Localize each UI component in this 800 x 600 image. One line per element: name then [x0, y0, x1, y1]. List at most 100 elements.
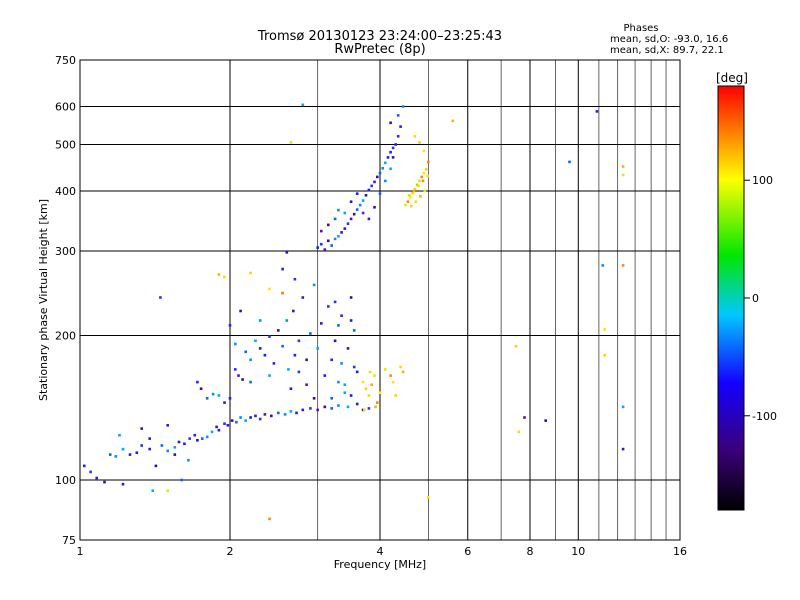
data-point [376, 175, 379, 179]
phase-line-x: mean, sd,X: 89.7, 22.1 [610, 45, 724, 56]
data-point [427, 160, 430, 164]
data-point [346, 405, 350, 409]
data-point [312, 397, 316, 400]
data-point [258, 319, 262, 322]
data-point [258, 417, 262, 421]
data-point [601, 264, 605, 267]
data-point [327, 305, 330, 308]
data-point [413, 187, 417, 191]
data-point [349, 200, 353, 203]
data-point [389, 150, 392, 154]
data-point [166, 449, 169, 453]
data-point [391, 156, 395, 159]
data-point [196, 439, 199, 442]
data-point [199, 387, 203, 390]
colorbar-tick-label: 0 [752, 292, 759, 305]
data-point [292, 309, 295, 313]
data-point [333, 217, 337, 221]
data-point [327, 239, 330, 243]
data-point [621, 447, 625, 451]
data-point [309, 332, 312, 335]
x-tick-label: 2 [227, 545, 234, 558]
data-point [211, 392, 215, 396]
data-point [374, 405, 377, 409]
data-point [363, 408, 366, 412]
data-point [621, 173, 625, 177]
data-point [603, 353, 606, 357]
data-point [621, 405, 625, 409]
data-point [114, 455, 118, 458]
data-point [427, 496, 430, 499]
data-point [384, 368, 387, 371]
data-point [343, 391, 347, 394]
data-point [355, 208, 359, 211]
data-point [352, 365, 356, 369]
data-point [297, 370, 301, 374]
data-point [230, 419, 234, 422]
data-point [305, 383, 308, 386]
data-point [239, 309, 242, 313]
data-point [293, 277, 297, 281]
data-point [297, 339, 301, 343]
data-point [384, 161, 387, 165]
data-point [226, 424, 230, 427]
data-point [316, 246, 319, 249]
data-point [517, 430, 521, 434]
data-point [394, 394, 397, 397]
data-point [409, 204, 413, 208]
data-point [235, 420, 238, 424]
data-point [268, 374, 271, 377]
data-point [595, 110, 599, 113]
data-point [272, 362, 276, 365]
data-point [270, 414, 273, 418]
data-point [239, 416, 242, 419]
data-point [258, 347, 262, 350]
data-point [330, 358, 333, 362]
data-point [95, 476, 98, 480]
data-point [263, 353, 267, 357]
data-point [349, 319, 353, 322]
data-point [215, 425, 218, 429]
data-point [140, 427, 143, 430]
data-point [422, 171, 426, 175]
data-point [423, 189, 427, 193]
data-point [418, 141, 421, 144]
data-point [254, 414, 257, 418]
data-point [408, 196, 412, 199]
y-tick-label: 300 [55, 245, 76, 258]
data-point [355, 192, 359, 195]
data-point [394, 143, 397, 146]
data-point [399, 125, 402, 128]
data-point [514, 344, 518, 348]
data-point [426, 174, 429, 178]
data-point [370, 383, 373, 386]
data-point [523, 416, 526, 419]
chart-title: Tromsø 20130123 23:24:00–23:25:43 [257, 29, 502, 44]
data-point [621, 264, 625, 267]
x-tick-label: 4 [377, 545, 384, 558]
data-point [346, 347, 350, 350]
data-point [268, 335, 271, 338]
data-point [364, 387, 368, 390]
data-point [418, 179, 421, 183]
y-tick-label: 500 [55, 139, 76, 152]
data-point [361, 199, 365, 202]
data-point [83, 464, 86, 468]
data-point [323, 374, 327, 377]
data-point [451, 119, 455, 123]
data-point [263, 413, 267, 416]
data-point [249, 380, 252, 384]
data-point [301, 103, 305, 107]
data-point [364, 194, 368, 197]
data-point [281, 267, 284, 271]
data-point [254, 339, 257, 343]
data-point [404, 203, 407, 207]
data-point [166, 424, 169, 427]
x-tick-label: 10 [571, 545, 585, 558]
x-axis-label: Frequency [MHz] [334, 558, 426, 571]
data-point [320, 322, 323, 325]
data-point [333, 339, 337, 343]
data-point [140, 444, 143, 447]
colorbar-label: [deg] [716, 71, 748, 85]
